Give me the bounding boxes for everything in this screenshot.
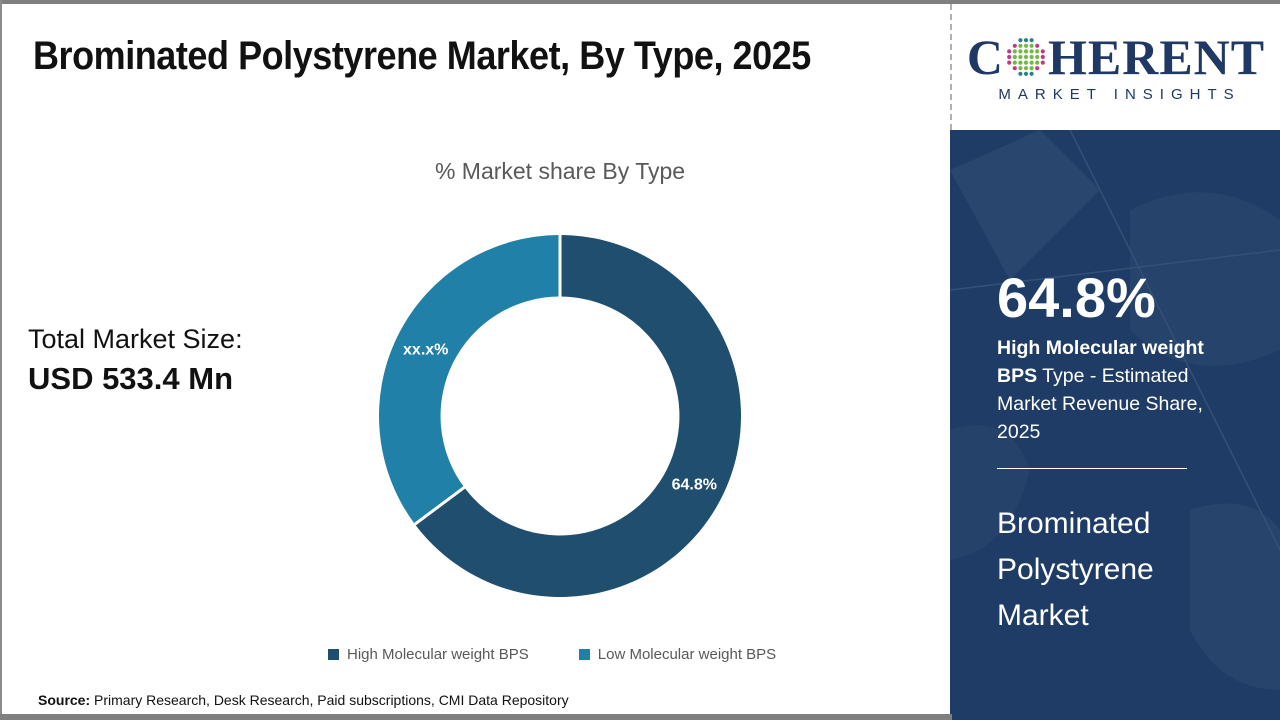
globe-dot <box>1023 65 1029 70</box>
total-market-size-block: Total Market Size: USD 533.4 Mn <box>28 324 243 397</box>
globe-dot <box>1012 43 1017 48</box>
globe-dot <box>1035 65 1040 70</box>
globe-dot <box>1023 60 1029 65</box>
globe-dot <box>1018 65 1023 70</box>
chart-title: % Market share By Type <box>434 158 686 184</box>
legend-label: High Molecular weight BPS <box>347 646 529 663</box>
globe-dot <box>1012 48 1017 53</box>
logo-wordmark: C HERENT <box>967 32 1265 82</box>
donut-chart-svg: 64.8% xx.x% <box>378 234 741 597</box>
globe-dot <box>1023 43 1029 48</box>
globe-dot <box>1029 37 1034 42</box>
globe-dot <box>1018 48 1023 53</box>
legend-swatch-dark-icon <box>328 649 339 660</box>
globe-dot <box>1040 48 1045 53</box>
stat-description: High Molecular weight BPS Type - Estimat… <box>997 334 1227 446</box>
globe-dot <box>1029 48 1034 53</box>
logo-subtitle: MARKET INSIGHTS <box>998 85 1241 103</box>
donut-slice-label: 64.8% <box>672 476 717 493</box>
donut-chart: 64.8% xx.x% <box>350 206 770 626</box>
donut-slice <box>414 235 741 597</box>
globe-dot <box>1012 54 1017 59</box>
source-text: Primary Research, Desk Research, Paid su… <box>90 692 569 708</box>
globe-dot <box>1035 60 1040 65</box>
globe-dot <box>1029 43 1034 48</box>
donut-slice <box>378 235 560 525</box>
source-label: Source: <box>38 692 91 708</box>
total-market-size-value: USD 533.4 Mn <box>28 361 234 396</box>
donut-slice-label: xx.x% <box>403 342 448 359</box>
logo-word-start: C <box>966 28 1004 85</box>
total-market-size-label: Total Market Size: <box>28 324 243 354</box>
globe-dot <box>1012 65 1017 70</box>
legend-item-high-molecular: High Molecular weight BPS <box>328 646 529 663</box>
source-line: Source: Primary Research, Desk Research,… <box>38 692 569 708</box>
globe-dot <box>1035 48 1040 53</box>
globe-dot <box>1029 54 1034 59</box>
stat-value: 64.8% <box>997 266 1156 329</box>
left-frame-border <box>0 0 2 720</box>
top-frame-bar <box>0 0 1280 4</box>
slice-divider <box>413 485 466 527</box>
company-logo: C HERENT MARKET INSIGHTS <box>950 4 1280 130</box>
globe-dot <box>1029 71 1034 76</box>
globe-dot <box>1018 54 1023 59</box>
highlight-panel: 64.8% High Molecular weight BPS Type - E… <box>950 130 1280 720</box>
legend-swatch-teal-icon <box>578 649 590 660</box>
globe-dot <box>1007 48 1012 53</box>
bottom-frame-bar <box>0 714 952 720</box>
legend-label: Low Molecular weight BPS <box>597 646 777 663</box>
globe-dot <box>1018 60 1023 65</box>
globe-dot <box>1040 60 1045 65</box>
globe-dot <box>1029 60 1034 65</box>
globe-dot <box>1018 43 1023 48</box>
globe-dot <box>1018 71 1023 76</box>
globe-dot <box>1023 54 1029 59</box>
globe-dot <box>1007 54 1012 59</box>
globe-dot <box>1040 54 1045 59</box>
globe-dot <box>1023 37 1029 42</box>
map-texture <box>950 130 1280 690</box>
globe-dot <box>1018 37 1023 42</box>
globe-dot <box>1029 65 1034 70</box>
legend-item-low-molecular: Low Molecular weight BPS <box>578 646 777 663</box>
globe-dot <box>1023 48 1029 53</box>
panel-divider <box>997 468 1187 469</box>
logo-word-end: HERENT <box>1047 28 1266 85</box>
chart-legend: High Molecular weight BPS Low Molecular … <box>328 646 776 663</box>
globe-dot <box>1012 60 1017 65</box>
globe-dot <box>1035 54 1040 59</box>
globe-dot <box>1007 60 1012 65</box>
globe-dot <box>1023 71 1029 76</box>
page-title: Brominated Polystyrene Market, By Type, … <box>33 34 811 78</box>
stat-description-bold: High Molecular weight BPS <box>997 337 1204 387</box>
globe-dot <box>1035 43 1040 48</box>
globe-dots-icon <box>1007 37 1045 76</box>
stat-description-rest: Type - Estimated Market Revenue Share, 2… <box>997 365 1203 443</box>
market-name: Brominated Polystyrene Market <box>997 507 1154 632</box>
